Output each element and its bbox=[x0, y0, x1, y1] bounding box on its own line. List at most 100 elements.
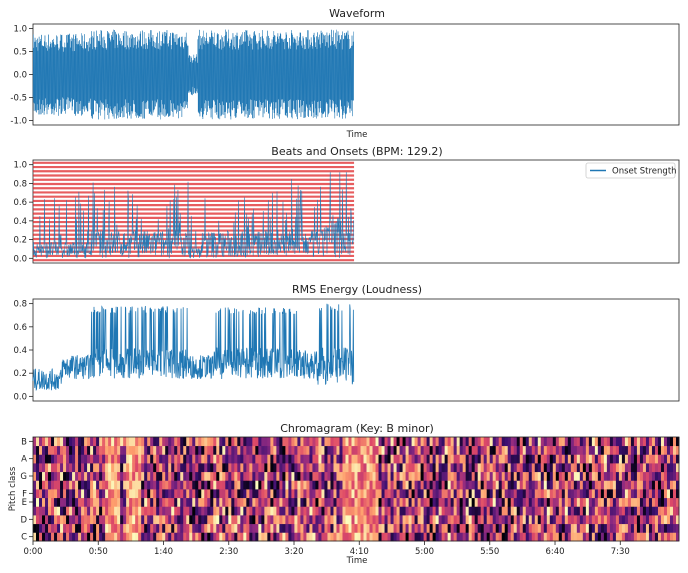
chroma-cell bbox=[42, 471, 46, 481]
chroma-cell bbox=[330, 445, 334, 455]
chroma-cell bbox=[663, 463, 668, 473]
chroma-cell bbox=[393, 463, 397, 473]
chroma-cell bbox=[210, 471, 214, 481]
chroma-cell bbox=[471, 471, 476, 481]
chroma-cell bbox=[234, 489, 238, 499]
chroma-cell bbox=[624, 489, 629, 499]
chroma-cell bbox=[654, 506, 659, 516]
chroma-cell bbox=[654, 515, 659, 525]
chroma-cell bbox=[132, 471, 136, 481]
chroma-cell bbox=[489, 515, 494, 525]
chroma-cell bbox=[228, 489, 232, 499]
chroma-cell bbox=[444, 445, 449, 455]
chroma-xtick-label: 5:50 bbox=[480, 547, 499, 557]
chroma-cell bbox=[174, 532, 178, 542]
chroma-cell bbox=[591, 489, 596, 499]
chroma-cell bbox=[507, 506, 512, 516]
chroma-cell bbox=[480, 471, 485, 481]
chroma-cell bbox=[333, 489, 337, 499]
chroma-cell bbox=[123, 471, 127, 481]
chroma-cell bbox=[504, 445, 509, 455]
chroma-cell bbox=[393, 489, 397, 499]
chroma-cell bbox=[417, 523, 421, 533]
chroma-cell bbox=[117, 445, 121, 455]
chroma-cell bbox=[489, 497, 494, 507]
chroma-cell bbox=[501, 463, 506, 473]
chroma-cell bbox=[558, 480, 563, 490]
chroma-cell bbox=[414, 523, 418, 533]
chroma-cell bbox=[336, 454, 340, 464]
chroma-cell bbox=[627, 445, 632, 455]
chroma-cell bbox=[390, 506, 394, 516]
chroma-cell bbox=[255, 454, 259, 464]
chroma-cell bbox=[600, 506, 605, 516]
chroma-cell bbox=[588, 523, 593, 533]
chroma-cell bbox=[318, 454, 322, 464]
chroma-cell bbox=[219, 523, 223, 533]
chroma-cell bbox=[75, 532, 79, 542]
chroma-cell bbox=[645, 515, 650, 525]
chroma-cell bbox=[138, 497, 142, 507]
chroma-cell bbox=[165, 445, 169, 455]
chroma-cell bbox=[528, 454, 533, 464]
chroma-cell bbox=[138, 532, 142, 542]
chroma-cell bbox=[501, 480, 506, 490]
chroma-cell bbox=[639, 480, 644, 490]
chroma-cell bbox=[663, 471, 668, 481]
chroma-cell bbox=[288, 445, 292, 455]
chroma-cell bbox=[84, 532, 88, 542]
chroma-cell bbox=[618, 506, 623, 516]
chroma-cell bbox=[216, 506, 220, 516]
chroma-cell bbox=[489, 437, 494, 447]
chroma-cell bbox=[600, 523, 605, 533]
chroma-cell bbox=[168, 471, 172, 481]
chroma-cell bbox=[270, 523, 274, 533]
chroma-cell bbox=[327, 523, 331, 533]
chroma-cell bbox=[345, 489, 349, 499]
chroma-cell bbox=[318, 523, 322, 533]
chroma-cell bbox=[294, 437, 298, 447]
chroma-cell bbox=[207, 454, 211, 464]
chroma-cell bbox=[204, 480, 208, 490]
chroma-cell bbox=[312, 523, 316, 533]
chroma-cell bbox=[600, 445, 605, 455]
chroma-cell bbox=[438, 532, 443, 542]
chroma-cell bbox=[564, 489, 569, 499]
chroma-cell bbox=[351, 471, 355, 481]
chroma-cell bbox=[285, 532, 289, 542]
waveform-ytick-tick-label: 0.5 bbox=[13, 48, 27, 58]
chroma-cell bbox=[72, 454, 76, 464]
chroma-cell bbox=[555, 515, 560, 525]
chroma-cell bbox=[354, 480, 358, 490]
chroma-cell bbox=[579, 463, 584, 473]
chroma-cell bbox=[501, 454, 506, 464]
chroma-cell bbox=[366, 454, 370, 464]
rms-ytick-tick-label: 0.4 bbox=[13, 346, 27, 356]
chroma-cell bbox=[285, 515, 289, 525]
chroma-cell bbox=[267, 523, 271, 533]
chroma-cell bbox=[492, 489, 497, 499]
chroma-cell bbox=[447, 489, 452, 499]
chroma-cell bbox=[459, 523, 464, 533]
chroma-cell bbox=[393, 497, 397, 507]
chroma-ytick-label: G bbox=[20, 472, 27, 482]
chroma-cell bbox=[318, 489, 322, 499]
chroma-cell bbox=[255, 437, 259, 447]
chroma-cell bbox=[531, 506, 536, 516]
chroma-cell bbox=[273, 497, 277, 507]
chroma-cell bbox=[219, 480, 223, 490]
chroma-cell bbox=[534, 445, 539, 455]
chroma-cell bbox=[246, 506, 250, 516]
chroma-cell bbox=[381, 437, 385, 447]
chroma-cell bbox=[240, 515, 244, 525]
chroma-cell bbox=[129, 454, 133, 464]
chroma-cell bbox=[450, 445, 455, 455]
chroma-cell bbox=[435, 471, 440, 481]
chroma-cell bbox=[135, 480, 139, 490]
chroma-cell bbox=[165, 454, 169, 464]
chroma-cell bbox=[441, 480, 446, 490]
chroma-cell bbox=[600, 515, 605, 525]
chroma-cell bbox=[516, 445, 521, 455]
chroma-cell bbox=[180, 445, 184, 455]
chroma-cell bbox=[153, 497, 157, 507]
